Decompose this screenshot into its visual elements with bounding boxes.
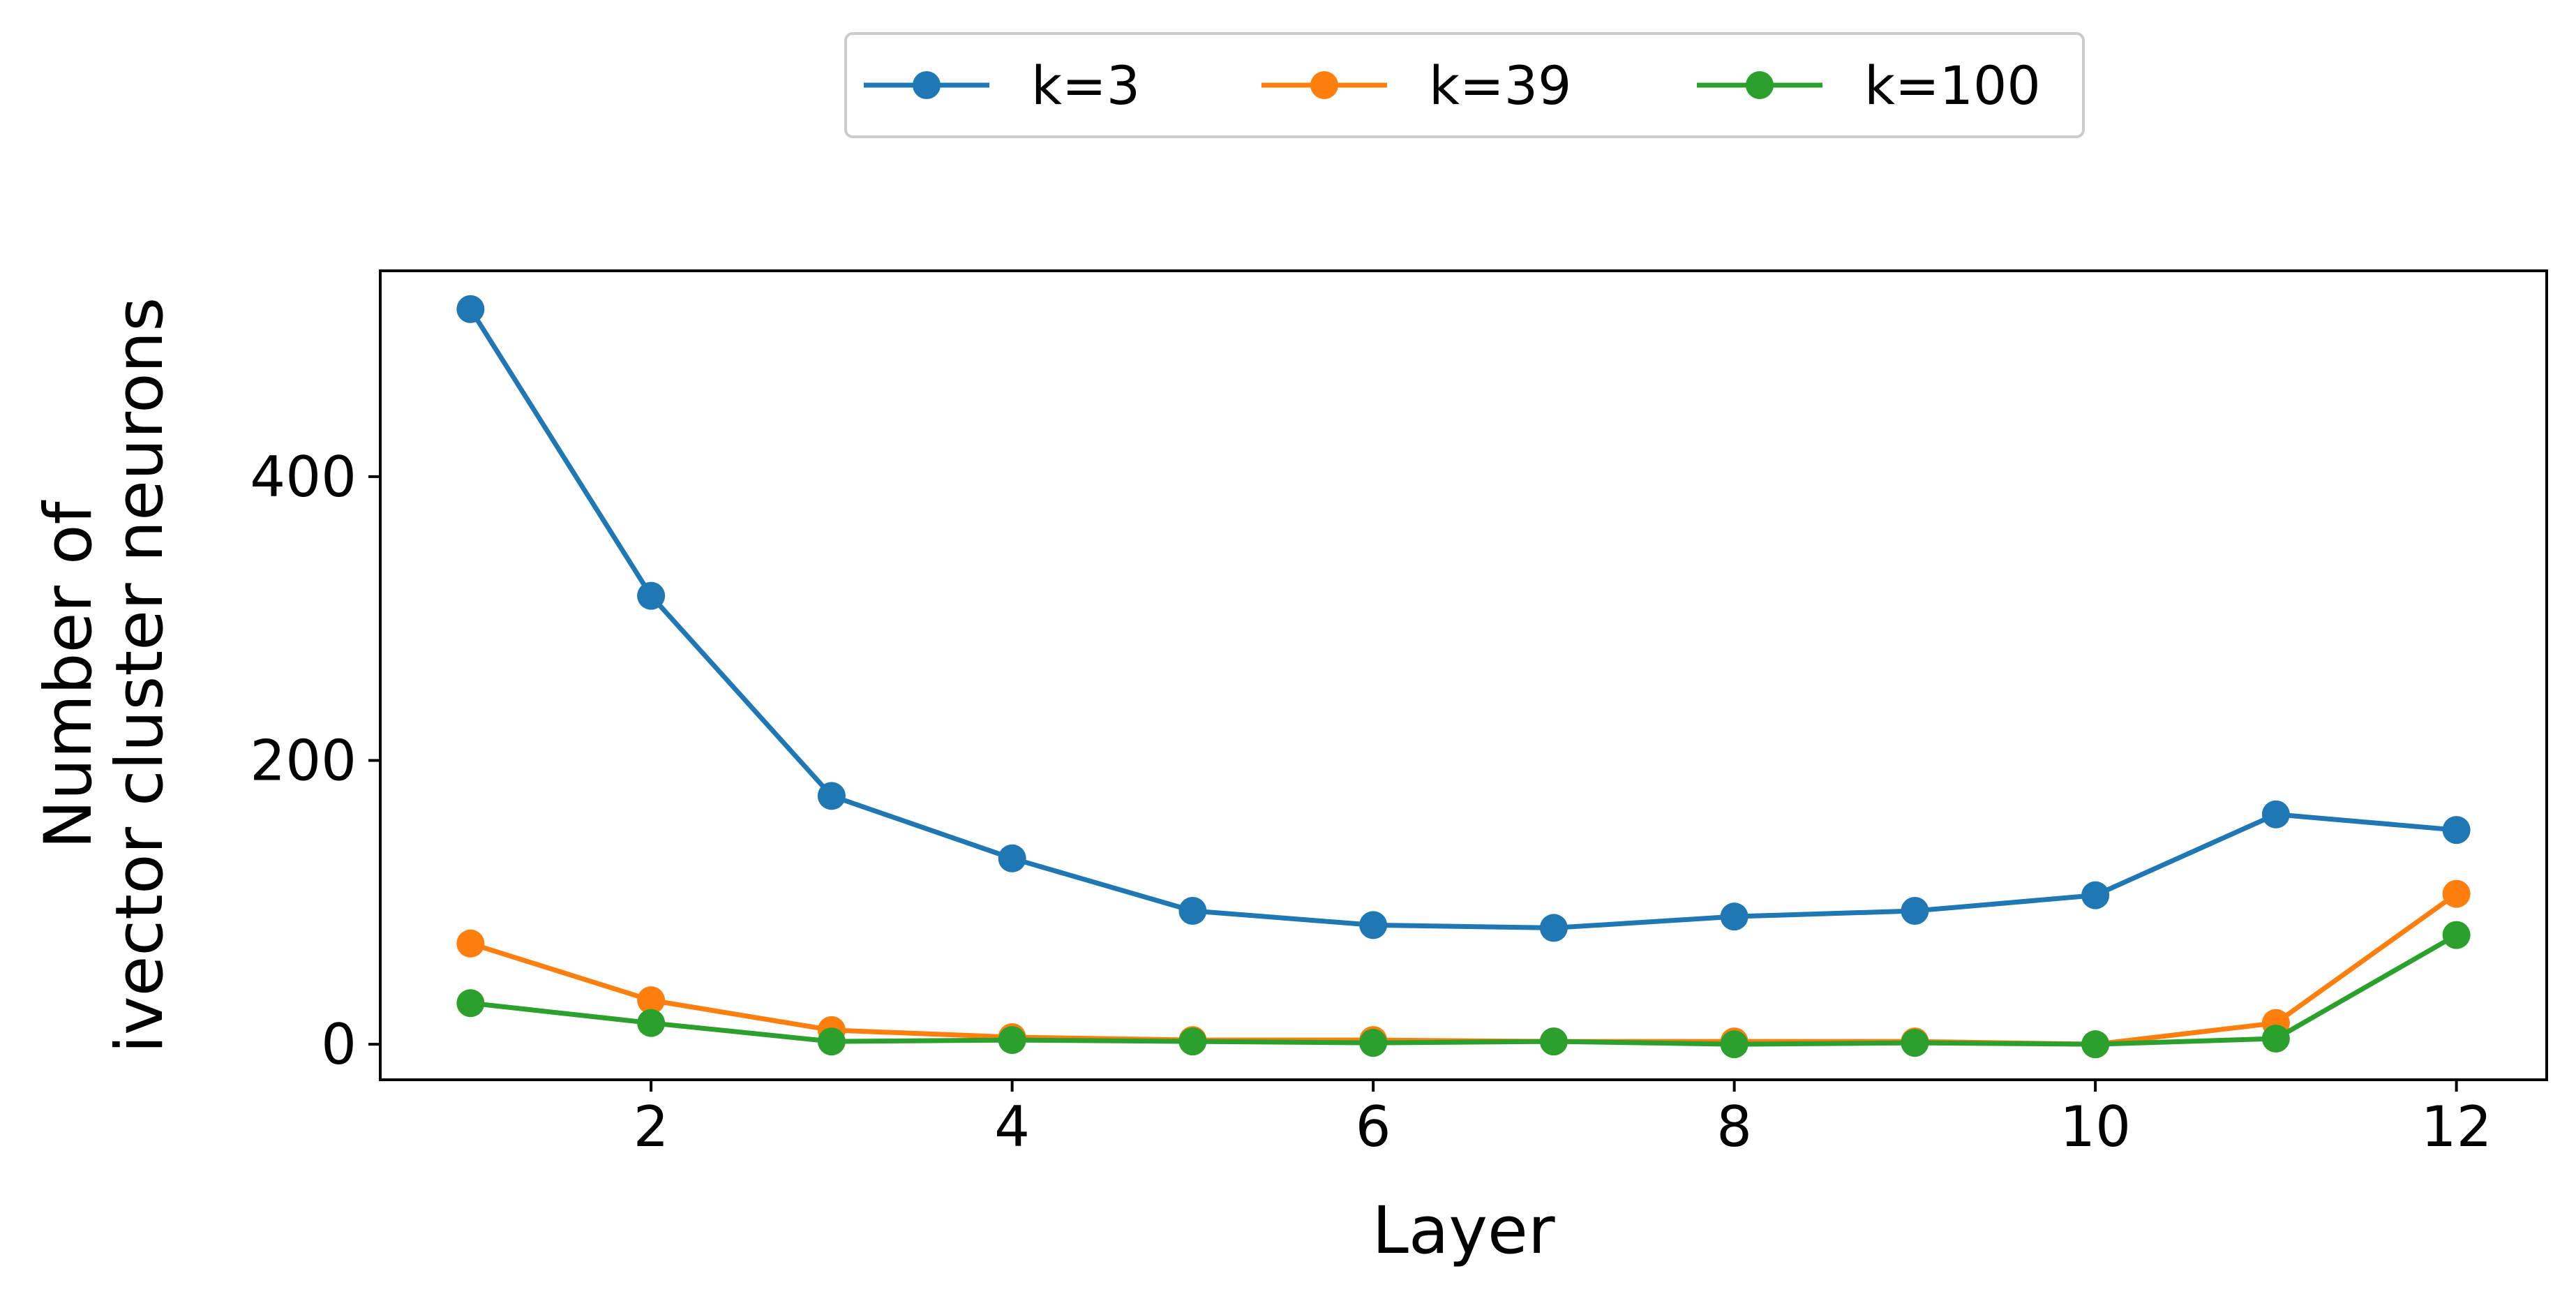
y-axis-label: ivector cluster neurons [102, 297, 178, 1053]
data-point [637, 986, 666, 1015]
y-tick-label: 200 [250, 729, 357, 794]
data-point [1901, 1029, 1929, 1057]
x-tick-label: 12 [2421, 1094, 2492, 1159]
x-tick-label: 4 [994, 1094, 1030, 1159]
data-point [998, 1026, 1026, 1055]
x-axis-label: Layer [1372, 1193, 1555, 1269]
data-point [637, 581, 666, 610]
data-point [1720, 902, 1748, 931]
data-point [1178, 897, 1207, 926]
data-point [2261, 800, 2290, 828]
y-tick-label: 0 [321, 1012, 357, 1077]
legend-entry-k=39: k=39 [1261, 54, 1571, 117]
x-tick-label: 2 [634, 1094, 669, 1159]
legend-label: k=39 [1429, 54, 1571, 117]
data-point [2261, 1025, 2290, 1053]
x-tick-label: 8 [1716, 1094, 1752, 1159]
data-point [1539, 1027, 1568, 1056]
series-k=3 [456, 295, 2471, 942]
y-tick-label: 400 [250, 445, 357, 510]
series-line [467, 890, 2460, 1047]
data-point [2442, 921, 2471, 949]
data-point [1178, 1027, 1207, 1056]
series-k=39 [456, 879, 2471, 1059]
data-point [2081, 881, 2110, 909]
legend-box [844, 32, 2085, 138]
y-axis-label: Number of [31, 500, 107, 849]
data-point [1539, 914, 1568, 942]
data-point [817, 782, 846, 810]
x-tick-label: 10 [2060, 1094, 2131, 1159]
x-tick-label: 6 [1356, 1094, 1391, 1159]
data-point [1359, 911, 1388, 939]
data-point [817, 1027, 846, 1056]
data-point [456, 989, 485, 1018]
data-point [998, 844, 1026, 872]
series-line [467, 306, 2459, 930]
data-point [1720, 1030, 1748, 1059]
series-line [467, 931, 2460, 1047]
legend-marker [913, 71, 941, 99]
series-k=100 [456, 921, 2471, 1059]
data-point [1901, 897, 1929, 926]
legend-marker [1310, 71, 1338, 99]
legend-label: k=3 [1031, 54, 1140, 117]
legend-entry-k=100: k=100 [1697, 54, 2041, 117]
data-point [2442, 816, 2471, 845]
legend-entry-k=3: k=3 [864, 54, 1140, 117]
plot-area-border [379, 269, 2548, 1081]
legend: k=3 k=39 k=100 [844, 32, 2085, 138]
data-point [2081, 1030, 2110, 1059]
data-point [456, 295, 485, 323]
plot-frame [379, 269, 2548, 1081]
data-point [1359, 1029, 1388, 1057]
series-layer [456, 295, 2471, 1059]
data-point [637, 1009, 666, 1037]
data-point [456, 929, 485, 958]
legend-marker [1746, 71, 1774, 99]
data-point [2442, 879, 2471, 908]
legend-label: k=100 [1864, 54, 2041, 117]
